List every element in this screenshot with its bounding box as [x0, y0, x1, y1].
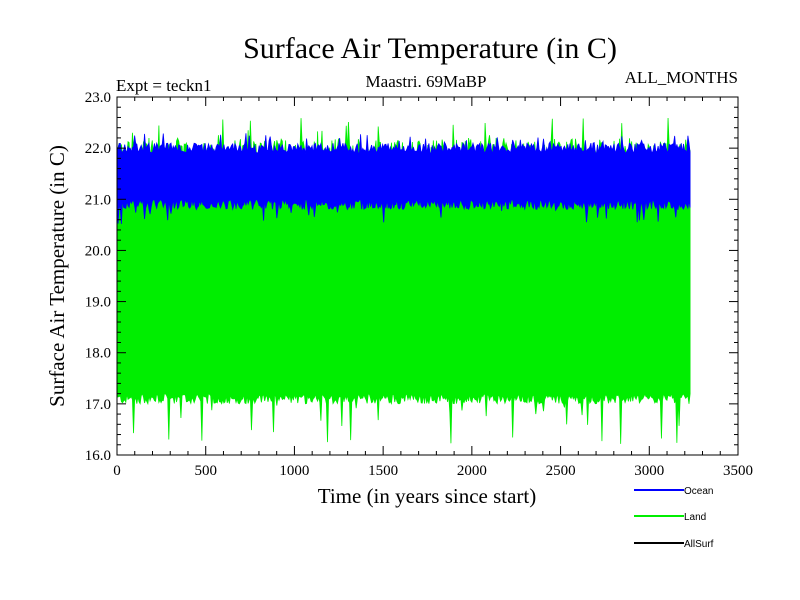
x-tick-label: 0: [113, 463, 121, 479]
plot-area: [116, 117, 691, 444]
x-tick-label: 1000: [279, 463, 309, 479]
x-tick-label: 500: [194, 463, 217, 479]
series-ocean: [116, 133, 691, 224]
y-axis-label: Surface Air Temperature (in C): [45, 145, 69, 407]
chart-title: Surface Air Temperature (in C): [243, 32, 617, 65]
x-tick-label: 2500: [546, 463, 576, 479]
y-tick-label: 17.0: [85, 397, 111, 413]
x-tick-label: 3000: [634, 463, 664, 479]
y-tick-label: 23.0: [85, 90, 111, 106]
subtitle-right: ALL_MONTHS: [625, 68, 738, 87]
series-band-ocean: [116, 133, 691, 224]
y-tick-label: 22.0: [85, 141, 111, 157]
legend: Ocean Land AllSurf: [634, 486, 714, 550]
ticks: 0 500 1000 1500 2000 2500 3000 3500 16.0 17.0 18.0…: [85, 90, 753, 479]
legend-label-allsurf: AllSurf: [684, 539, 714, 550]
subtitle-left: Expt = teckn1: [116, 76, 212, 95]
x-axis-label: Time (in years since start): [318, 484, 537, 508]
plot-frame: [116, 96, 739, 456]
legend-label-land: Land: [684, 512, 706, 523]
x-tick-label: 3500: [723, 463, 753, 479]
x-tick-label: 1500: [368, 463, 398, 479]
y-tick-label: 19.0: [85, 295, 111, 311]
legend-label-ocean: Ocean: [684, 486, 713, 497]
y-tick-label: 20.0: [85, 243, 111, 259]
x-tick-label: 2000: [457, 463, 487, 479]
y-tick-label: 16.0: [85, 448, 111, 464]
y-tick-label: 18.0: [85, 346, 111, 362]
y-tick-label: 21.0: [85, 192, 111, 208]
subtitle-center: Maastri. 69MaBP: [366, 72, 487, 91]
